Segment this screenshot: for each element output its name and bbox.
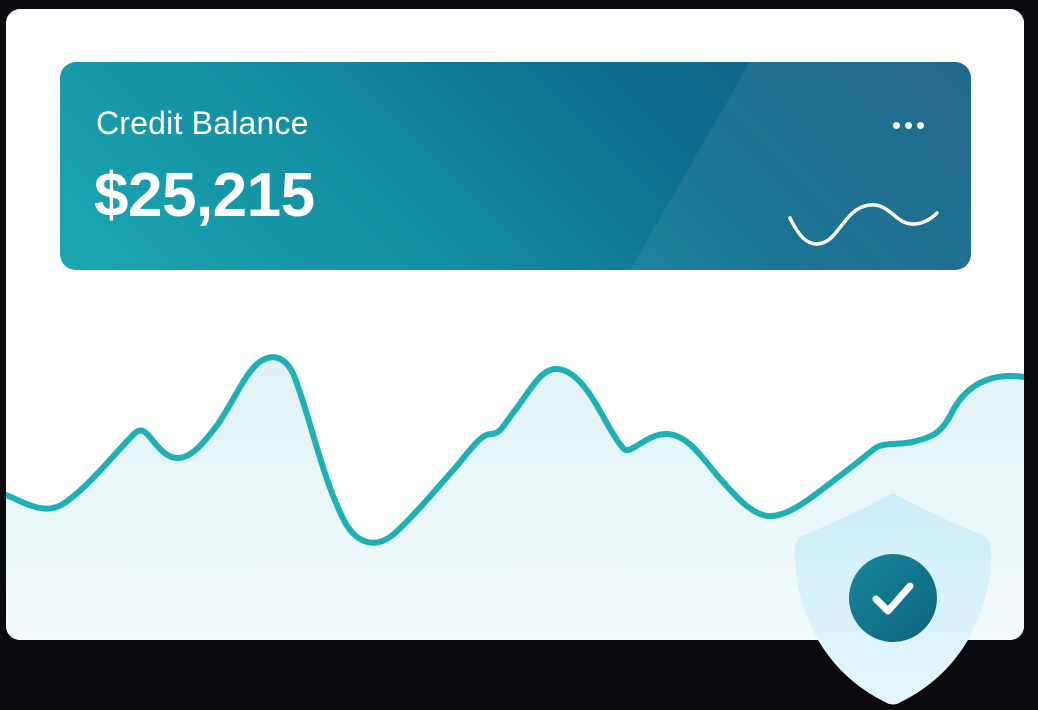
more-options-button[interactable] xyxy=(882,112,934,138)
credit-balance-card[interactable]: Credit Balance $25,215 xyxy=(60,62,971,270)
balance-trend-chart xyxy=(6,354,1024,640)
balance-amount: $25,215 xyxy=(94,161,315,230)
sparkline-wave-icon xyxy=(788,203,939,246)
trend-line xyxy=(6,354,1024,546)
check-circle xyxy=(849,554,937,642)
checkmark-icon xyxy=(872,582,914,615)
balance-panel: Credit Balance $25,215 xyxy=(6,9,1024,640)
trend-area xyxy=(6,357,1024,640)
shield-check-icon xyxy=(794,493,992,705)
more-horizontal-icon xyxy=(892,121,900,129)
card-sheen xyxy=(630,62,971,270)
card-label: Credit Balance xyxy=(96,105,309,141)
